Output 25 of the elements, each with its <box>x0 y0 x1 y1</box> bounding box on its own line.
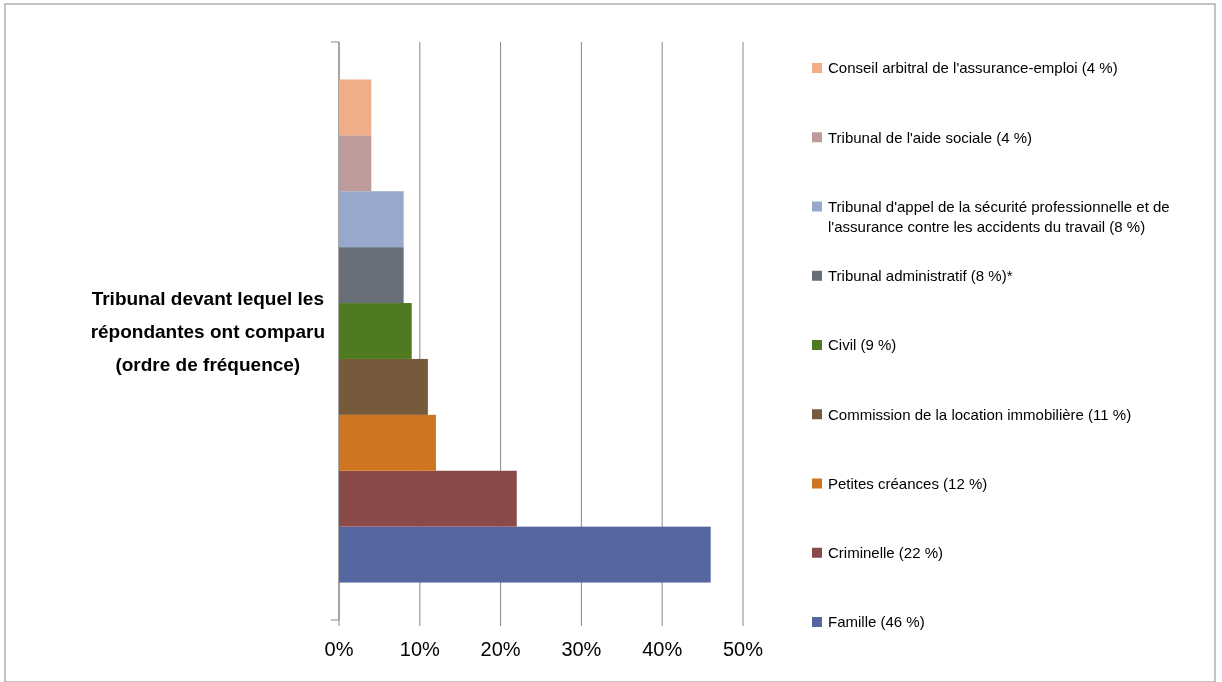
bar <box>339 135 372 192</box>
legend-label: Conseil arbitral de l'assurance-emploi (4 %) <box>828 59 1118 77</box>
x-tick-label: 50% <box>722 638 764 660</box>
legend-label: Petites créances (12 %) <box>828 474 988 492</box>
x-tick-label: 10% <box>399 638 441 660</box>
bar <box>339 191 404 248</box>
bar <box>339 414 436 471</box>
x-tick-label: 40% <box>642 638 683 660</box>
bar <box>339 79 372 136</box>
x-tick-label: 30% <box>561 638 602 660</box>
legend-label: Tribunal d'appel de la sécurité professionnelle et de l'assurance contre les accidents du travail (8 %) <box>828 197 1170 235</box>
y-axis-title: Tribunal devant lequel les répondantes ont comparu (ordre de fréquence) <box>90 287 325 375</box>
legend-label: Famille (46 %) <box>828 613 925 631</box>
bar <box>339 303 412 359</box>
x-tick-label: 20% <box>480 638 521 660</box>
legend-label: Commission de la location immobilière (11 %) <box>828 405 1132 423</box>
bar <box>339 358 428 415</box>
legend-label: Civil (9 %) <box>828 336 897 354</box>
bar <box>339 247 404 304</box>
bar <box>339 526 711 583</box>
bar <box>339 470 517 527</box>
legend-label: Criminelle (22 %) <box>828 544 944 561</box>
legend-label: Tribunal de l'aide sociale (4 %) <box>828 128 1033 146</box>
x-tick-label: 0% <box>324 638 354 660</box>
legend-label: Tribunal administratif (8 %)* <box>828 267 1013 284</box>
